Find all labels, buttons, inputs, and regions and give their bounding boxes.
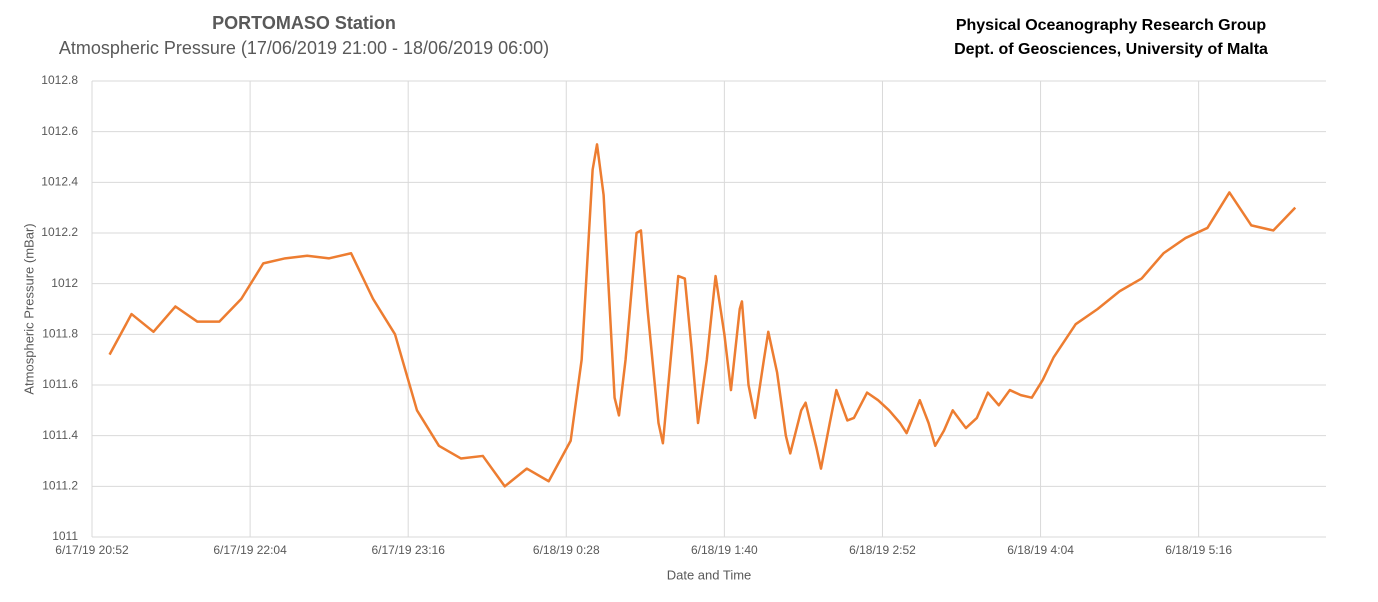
x-tick-label: 6/18/19 1:40 [691, 543, 758, 557]
y-axis-label: Atmospheric Pressure (mBar) [21, 223, 36, 394]
y-tick-label: 1011.6 [42, 377, 78, 391]
chart-title: PORTOMASO Station [212, 13, 396, 33]
x-tick-label: 6/18/19 5:16 [1165, 543, 1232, 557]
x-axis-label: Date and Time [667, 567, 752, 582]
y-tick-label: 1012 [51, 276, 78, 290]
x-tick-label: 6/18/19 2:52 [849, 543, 916, 557]
y-tick-label: 1012.4 [41, 175, 78, 189]
y-tick-label: 1011 [52, 529, 78, 543]
y-tick-label: 1012.2 [41, 225, 78, 239]
annotation: Physical Oceanography Research Group [956, 17, 1267, 34]
y-tick-label: 1012.6 [41, 124, 78, 138]
x-tick-label: 6/17/19 20:52 [55, 543, 129, 557]
annotation: Dept. of Geosciences, University of Malt… [954, 41, 1268, 58]
x-tick-label: 6/17/19 23:16 [371, 543, 445, 557]
x-tick-label: 6/17/19 22:04 [213, 543, 287, 557]
y-tick-label: 1012.8 [41, 73, 78, 87]
data-line [108, 143, 1297, 488]
x-tick-label: 6/18/19 4:04 [1007, 543, 1074, 557]
y-tick-label: 1011.8 [42, 327, 78, 341]
chart-subtitle: Atmospheric Pressure (17/06/2019 21:00 -… [59, 38, 549, 58]
x-tick-label: 6/18/19 0:28 [533, 543, 600, 557]
y-tick-label: 1011.2 [42, 479, 78, 493]
y-tick-label: 1011.4 [42, 428, 78, 442]
